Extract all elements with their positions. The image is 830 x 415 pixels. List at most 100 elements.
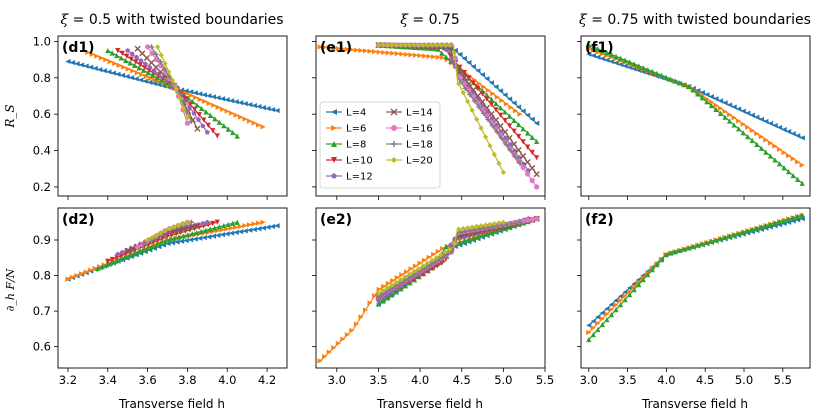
data-point-l4 [228, 98, 235, 104]
data-point-l4 [699, 90, 705, 96]
data-point-l6 [260, 219, 266, 225]
data-point-l8 [497, 105, 504, 111]
data-point-l4 [206, 234, 212, 240]
data-point-l10 [497, 112, 504, 118]
data-point-l6 [256, 122, 262, 128]
data-point-l18 [517, 160, 523, 166]
data-point-l20 [167, 225, 173, 232]
data-point-l6 [340, 46, 346, 52]
panel-d1: 0.2 0.4 0.6 0.8 1.0 (d1) [33, 34, 288, 200]
data-point-l6 [417, 53, 423, 59]
data-point-l4 [219, 232, 226, 238]
data-point-l8 [590, 331, 596, 338]
data-point-l8 [105, 47, 111, 54]
data-point-l8 [189, 231, 195, 237]
data-point-l6 [394, 275, 400, 281]
data-point-l8 [225, 126, 231, 132]
data-point-l10 [520, 139, 526, 145]
data-point-l8 [654, 262, 660, 268]
data-point-l4 [608, 301, 615, 308]
data-point-l8 [457, 239, 463, 246]
data-point-l6 [94, 53, 100, 59]
data-point-l4 [192, 236, 198, 242]
data-point-l10 [201, 117, 207, 123]
data-point-l20 [478, 125, 484, 131]
x-tick-label: 4.2 [258, 373, 276, 387]
data-point-l20 [175, 222, 182, 228]
data-point-l8 [171, 235, 177, 241]
data-point-l8 [658, 257, 665, 263]
data-point-l6 [613, 302, 619, 308]
data-point-l4 [617, 293, 624, 299]
data-point-l6 [767, 140, 774, 146]
data-point-l8 [745, 228, 751, 234]
data-point-l20 [469, 107, 475, 113]
data-point-l14 [497, 122, 504, 130]
data-point-l6 [353, 321, 360, 327]
data-point-l4 [493, 84, 499, 90]
data-point-l4 [704, 92, 710, 98]
data-point-l6 [381, 283, 387, 289]
data-point-l6 [335, 45, 341, 52]
data-point-l4 [488, 80, 495, 86]
data-point-l8 [699, 241, 705, 247]
data-point-l6 [130, 68, 136, 74]
data-point-l6 [83, 269, 89, 275]
data-point-l8 [767, 221, 774, 227]
data-point-l8 [736, 126, 742, 132]
data-point-l8 [439, 50, 445, 56]
data-point-l8 [194, 229, 200, 236]
data-point-l8 [654, 70, 660, 76]
data-point-l10 [210, 128, 216, 134]
data-point-l4 [238, 100, 244, 106]
legend-label-l8: L=8 [346, 140, 366, 151]
data-point-l8 [790, 172, 796, 179]
data-point-l4 [781, 127, 787, 133]
data-point-l8 [745, 134, 751, 140]
data-point-l6 [385, 50, 391, 56]
data-point-l8 [230, 129, 236, 136]
data-point-l6 [426, 254, 432, 260]
data-point-l8 [479, 232, 486, 239]
data-point-l20 [411, 42, 417, 48]
data-point-l8 [795, 176, 801, 182]
data-point-l8 [225, 221, 231, 228]
data-point-l16 [145, 44, 151, 50]
data-point-l20 [465, 225, 471, 231]
data-point-l8 [221, 223, 227, 229]
data-point-l4 [106, 69, 112, 75]
data-point-l8 [167, 236, 173, 243]
data-point-l6 [622, 293, 628, 299]
data-point-l8 [384, 295, 391, 301]
data-point-l8 [198, 228, 204, 234]
data-point-l8 [529, 134, 535, 140]
data-point-l4 [197, 91, 203, 97]
data-point-l18 [458, 229, 464, 235]
data-point-l8 [149, 72, 156, 78]
data-point-l14 [456, 68, 463, 75]
data-point-l6 [233, 112, 239, 118]
y-tick-label: 0.9 [33, 233, 51, 247]
data-point-l4 [210, 94, 217, 100]
data-point-l8 [627, 59, 633, 65]
data-point-l10 [506, 123, 513, 129]
data-point-l18 [499, 135, 505, 141]
data-point-l20 [447, 42, 453, 48]
data-point-l8 [484, 231, 490, 237]
data-point-l6 [745, 124, 751, 130]
data-point-l4 [502, 92, 508, 98]
data-point-l4 [115, 71, 121, 77]
data-point-l6 [604, 311, 610, 317]
legend-marker-l18 [391, 141, 397, 147]
data-point-l8 [763, 149, 769, 155]
data-point-l4 [242, 101, 248, 107]
data-point-l10 [515, 133, 522, 140]
data-point-l10 [128, 56, 134, 62]
data-point-l6 [367, 300, 373, 306]
panel-label: (f2) [585, 212, 614, 228]
data-point-l18 [480, 110, 487, 116]
legend-marker-l8 [331, 141, 337, 147]
data-point-l4 [790, 131, 796, 137]
data-point-l6 [422, 257, 428, 263]
panel-e2: 3.0 3.5 4.0 4.5 5.0 5.5 (e2) [312, 207, 554, 387]
